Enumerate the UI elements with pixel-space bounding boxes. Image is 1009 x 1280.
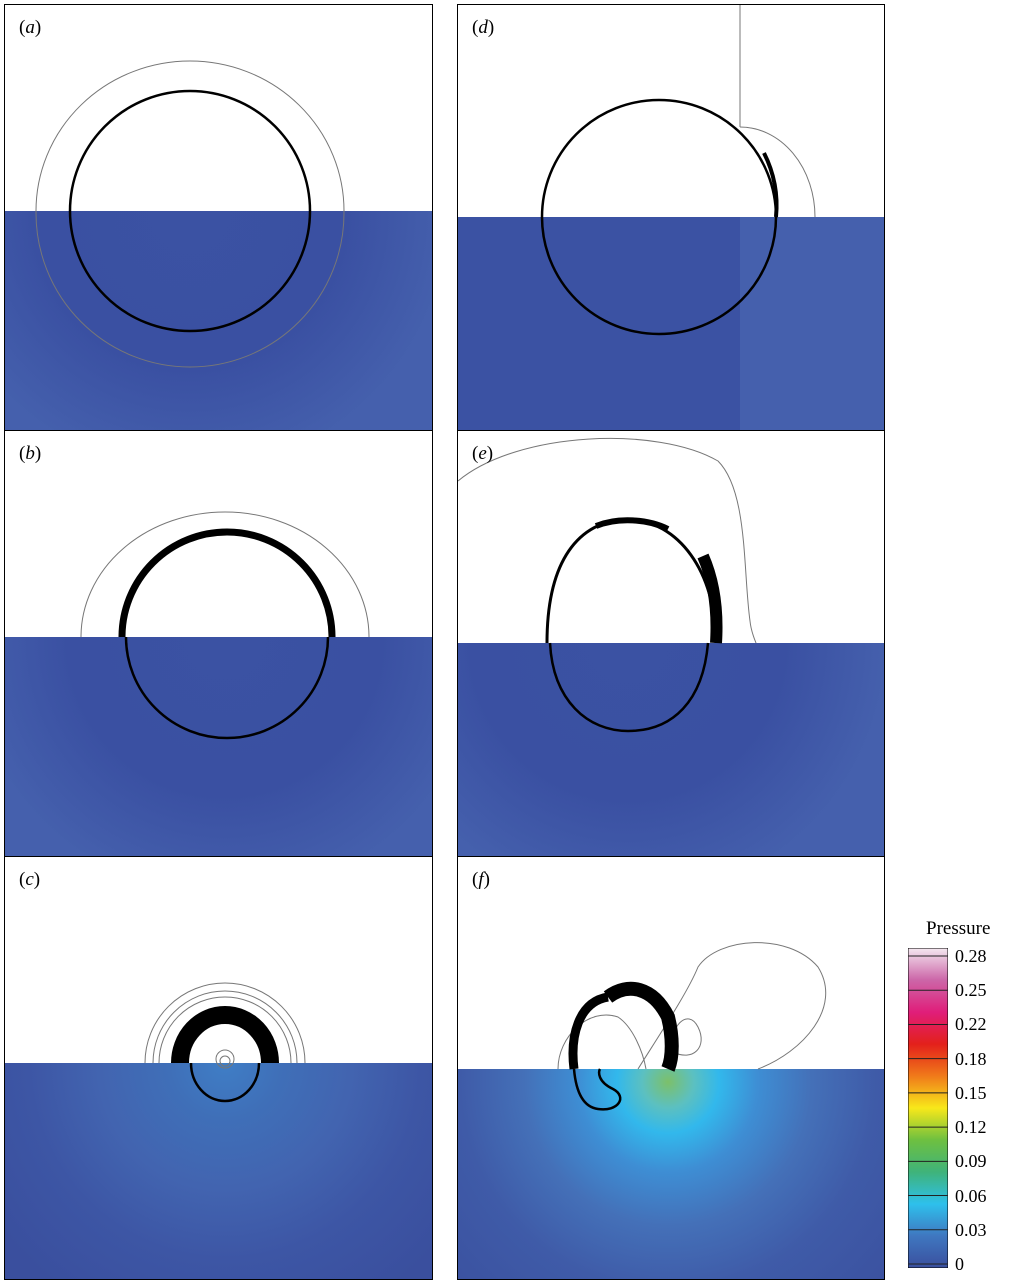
bubble-interface-compressed — [697, 553, 723, 644]
legend-tick-label: 0.09 — [955, 1151, 987, 1172]
pressure-contour — [637, 942, 827, 1070]
panel-b-field — [5, 511, 432, 856]
pressure-contour — [152, 990, 298, 1064]
legend-tick-label: 0 — [955, 1254, 964, 1274]
legend-tick-label: 0.18 — [955, 1048, 987, 1069]
bubble-interface-upper — [568, 992, 610, 1070]
water-region — [5, 637, 432, 856]
bubble-interface-compressed — [594, 517, 670, 532]
legend-tick-label: 0.15 — [955, 1082, 987, 1103]
panel-b: (b) — [4, 430, 433, 857]
legend-tick-label: 0.25 — [955, 980, 987, 1001]
legend-tick-label: 0.12 — [955, 1117, 987, 1138]
panel-a-field — [5, 5, 432, 430]
panel-e-label: (e) — [472, 443, 494, 464]
bubble-interface-compressed — [762, 152, 779, 218]
water-region — [5, 1063, 432, 1279]
legend-tick-label: 0.22 — [955, 1014, 987, 1035]
legend-ticks — [908, 955, 948, 1265]
panel-b-label: (b) — [19, 443, 42, 464]
panel-e-field — [458, 437, 884, 856]
panel-a-label: (a) — [19, 17, 42, 38]
legend-tick-label: 0.06 — [955, 1185, 987, 1206]
shock-front — [739, 126, 816, 218]
pressure-contour — [557, 1014, 647, 1070]
panel-c-label: (c) — [19, 869, 41, 890]
panel-d-field — [458, 5, 884, 430]
bubble-interface-upper — [545, 517, 718, 644]
bubble-interface-lower — [124, 636, 330, 740]
legend-colorbar — [908, 948, 948, 1268]
water-region — [458, 643, 884, 856]
panel-f: (f) — [457, 856, 885, 1280]
panel-e: (e) — [457, 430, 885, 857]
panel-d-label: (d) — [472, 17, 495, 38]
bubble-interface-upper — [171, 1006, 279, 1064]
shock-front — [80, 511, 370, 638]
pressure-contour — [219, 1055, 231, 1067]
pressure-contour — [215, 1049, 235, 1069]
shock-front — [35, 60, 345, 212]
panel-f-label: (f) — [472, 869, 490, 890]
shock-front — [458, 437, 757, 644]
water-region — [458, 1069, 884, 1279]
water-region — [5, 211, 432, 430]
pressure-contour — [158, 996, 292, 1064]
legend-tick-label: 0.28 — [955, 946, 987, 966]
panel-c: (c) — [4, 856, 433, 1280]
legend-title: Pressure — [926, 918, 991, 939]
water-region-transmitted — [740, 217, 884, 430]
bubble-interface-lower — [189, 1062, 261, 1103]
bubble-interface — [68, 89, 312, 333]
panel-f-field — [458, 942, 884, 1279]
bubble-interface-compressed — [603, 981, 679, 1072]
panel-a: (a) — [4, 4, 433, 431]
bubble-interface-lower — [572, 1068, 622, 1111]
legend-tick-label: 0.03 — [955, 1219, 987, 1240]
bubble-interface-lower — [548, 642, 710, 733]
bubble-interface-upper — [118, 528, 336, 638]
pressure-contour — [144, 982, 306, 1064]
panel-c-field — [5, 982, 432, 1279]
panel-d: (d) — [457, 4, 885, 431]
